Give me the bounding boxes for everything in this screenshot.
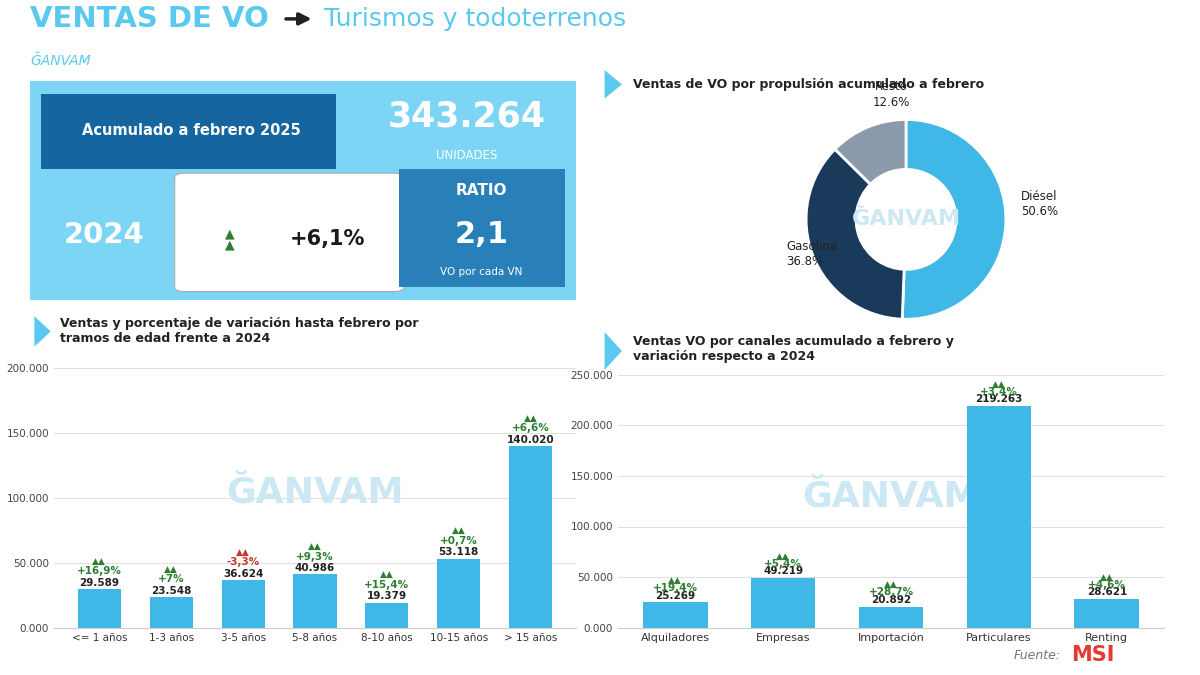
Text: 53.118: 53.118 <box>439 547 479 558</box>
Text: +28,7%: +28,7% <box>869 587 913 597</box>
Text: ▲
▲: ▲ ▲ <box>224 227 234 251</box>
Wedge shape <box>835 119 906 184</box>
Text: ▲▲: ▲▲ <box>776 551 790 561</box>
Text: +0,7%: +0,7% <box>440 536 478 545</box>
Text: RATIO: RATIO <box>456 183 508 198</box>
Text: 2024: 2024 <box>64 221 144 248</box>
Text: ▲▲: ▲▲ <box>380 570 394 579</box>
Text: ▲▲: ▲▲ <box>884 580 898 589</box>
Bar <box>966 406 1031 628</box>
Polygon shape <box>605 70 622 99</box>
Text: Diésel
50.6%: Diésel 50.6% <box>1021 190 1058 219</box>
Text: 23.548: 23.548 <box>151 586 191 596</box>
Text: VO por cada VN: VO por cada VN <box>440 267 523 277</box>
FancyBboxPatch shape <box>175 173 404 292</box>
Text: 40.986: 40.986 <box>295 563 335 573</box>
Text: +16,9%: +16,9% <box>77 566 121 576</box>
Text: +15,4%: +15,4% <box>365 580 409 589</box>
Text: UNIDADES: UNIDADES <box>436 149 498 162</box>
Text: Ventas VO por canales acumulado a febrero y
variación respecto a 2024: Ventas VO por canales acumulado a febrer… <box>634 335 954 362</box>
Text: +6,6%: +6,6% <box>512 423 550 433</box>
Text: ▲▲: ▲▲ <box>524 413 538 423</box>
Bar <box>643 602 708 628</box>
FancyBboxPatch shape <box>398 169 565 287</box>
Text: Turismos y todoterrenos: Turismos y todoterrenos <box>324 7 626 31</box>
Text: Fuente:: Fuente: <box>1014 649 1061 662</box>
Text: ▲▲: ▲▲ <box>236 548 250 557</box>
Text: ▲▲: ▲▲ <box>668 576 682 585</box>
Text: 140.020: 140.020 <box>506 435 554 445</box>
Text: ĞANVAM: ĞANVAM <box>30 54 91 68</box>
Text: ▲▲: ▲▲ <box>164 565 178 574</box>
Bar <box>509 446 552 628</box>
Text: +7%: +7% <box>158 574 185 584</box>
Text: 2,1: 2,1 <box>455 220 509 249</box>
Text: +9,3%: +9,3% <box>296 551 334 562</box>
Text: ĞANVAM: ĞANVAM <box>803 479 979 513</box>
Bar <box>859 607 923 628</box>
Polygon shape <box>35 316 50 347</box>
Bar <box>150 597 193 628</box>
Text: ▲▲: ▲▲ <box>992 379 1006 389</box>
Text: +19,4%: +19,4% <box>653 583 697 593</box>
Text: ▲▲: ▲▲ <box>308 542 322 551</box>
Text: 19.379: 19.379 <box>367 591 407 601</box>
FancyBboxPatch shape <box>41 94 336 169</box>
Polygon shape <box>605 332 622 370</box>
Bar <box>751 578 816 628</box>
Text: 219.263: 219.263 <box>976 394 1022 404</box>
Bar <box>1074 599 1139 628</box>
Text: -3,3%: -3,3% <box>227 557 259 567</box>
Text: ĞANVAM: ĞANVAM <box>227 476 403 510</box>
Bar <box>222 580 265 628</box>
Bar <box>437 559 480 628</box>
Text: +6,1%: +6,1% <box>290 229 365 249</box>
Text: Acumulado a febrero 2025: Acumulado a febrero 2025 <box>82 123 300 138</box>
Bar <box>365 603 408 628</box>
Text: +5,4%: +5,4% <box>764 559 802 569</box>
Wedge shape <box>902 119 1006 319</box>
Text: ĞANVAM: ĞANVAM <box>852 209 960 230</box>
Text: MSI: MSI <box>1072 645 1115 666</box>
Text: Ventas de VO por propulsión acumulado a febrero: Ventas de VO por propulsión acumulado a … <box>634 78 984 91</box>
Text: ▲▲: ▲▲ <box>1100 572 1114 582</box>
FancyBboxPatch shape <box>30 81 576 300</box>
Text: Resto
12.6%: Resto 12.6% <box>872 80 910 109</box>
Text: 36.624: 36.624 <box>223 569 263 579</box>
Text: 20.892: 20.892 <box>871 595 911 605</box>
Text: 28.621: 28.621 <box>1087 587 1127 597</box>
Bar <box>78 589 121 628</box>
Bar <box>294 574 336 628</box>
Text: ▲▲: ▲▲ <box>92 557 106 566</box>
Text: 25.269: 25.269 <box>655 591 695 601</box>
Text: 49.219: 49.219 <box>763 566 803 576</box>
Text: Ventas y porcentaje de variación hasta febrero por
tramos de edad frente a 2024: Ventas y porcentaje de variación hasta f… <box>60 317 419 346</box>
Text: VENTAS DE VO: VENTAS DE VO <box>30 5 269 33</box>
Wedge shape <box>806 149 904 319</box>
Text: +4,6%: +4,6% <box>1088 580 1126 590</box>
Text: 29.589: 29.589 <box>79 578 119 588</box>
Text: 343.264: 343.264 <box>388 99 546 133</box>
Text: +3,4%: +3,4% <box>980 387 1018 397</box>
Text: ▲▲: ▲▲ <box>452 526 466 535</box>
Text: Gasolina
36.8%: Gasolina 36.8% <box>786 240 838 269</box>
